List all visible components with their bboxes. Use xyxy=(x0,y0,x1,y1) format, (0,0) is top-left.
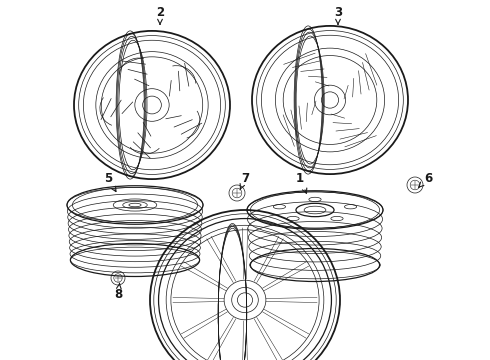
Ellipse shape xyxy=(129,203,141,207)
Text: 1: 1 xyxy=(296,171,307,193)
Text: 7: 7 xyxy=(240,171,249,190)
Text: 6: 6 xyxy=(419,171,432,187)
Text: 5: 5 xyxy=(104,171,116,192)
Text: 2: 2 xyxy=(156,5,164,24)
Text: 3: 3 xyxy=(334,5,342,24)
Text: 4: 4 xyxy=(0,359,1,360)
Text: 8: 8 xyxy=(114,283,122,302)
